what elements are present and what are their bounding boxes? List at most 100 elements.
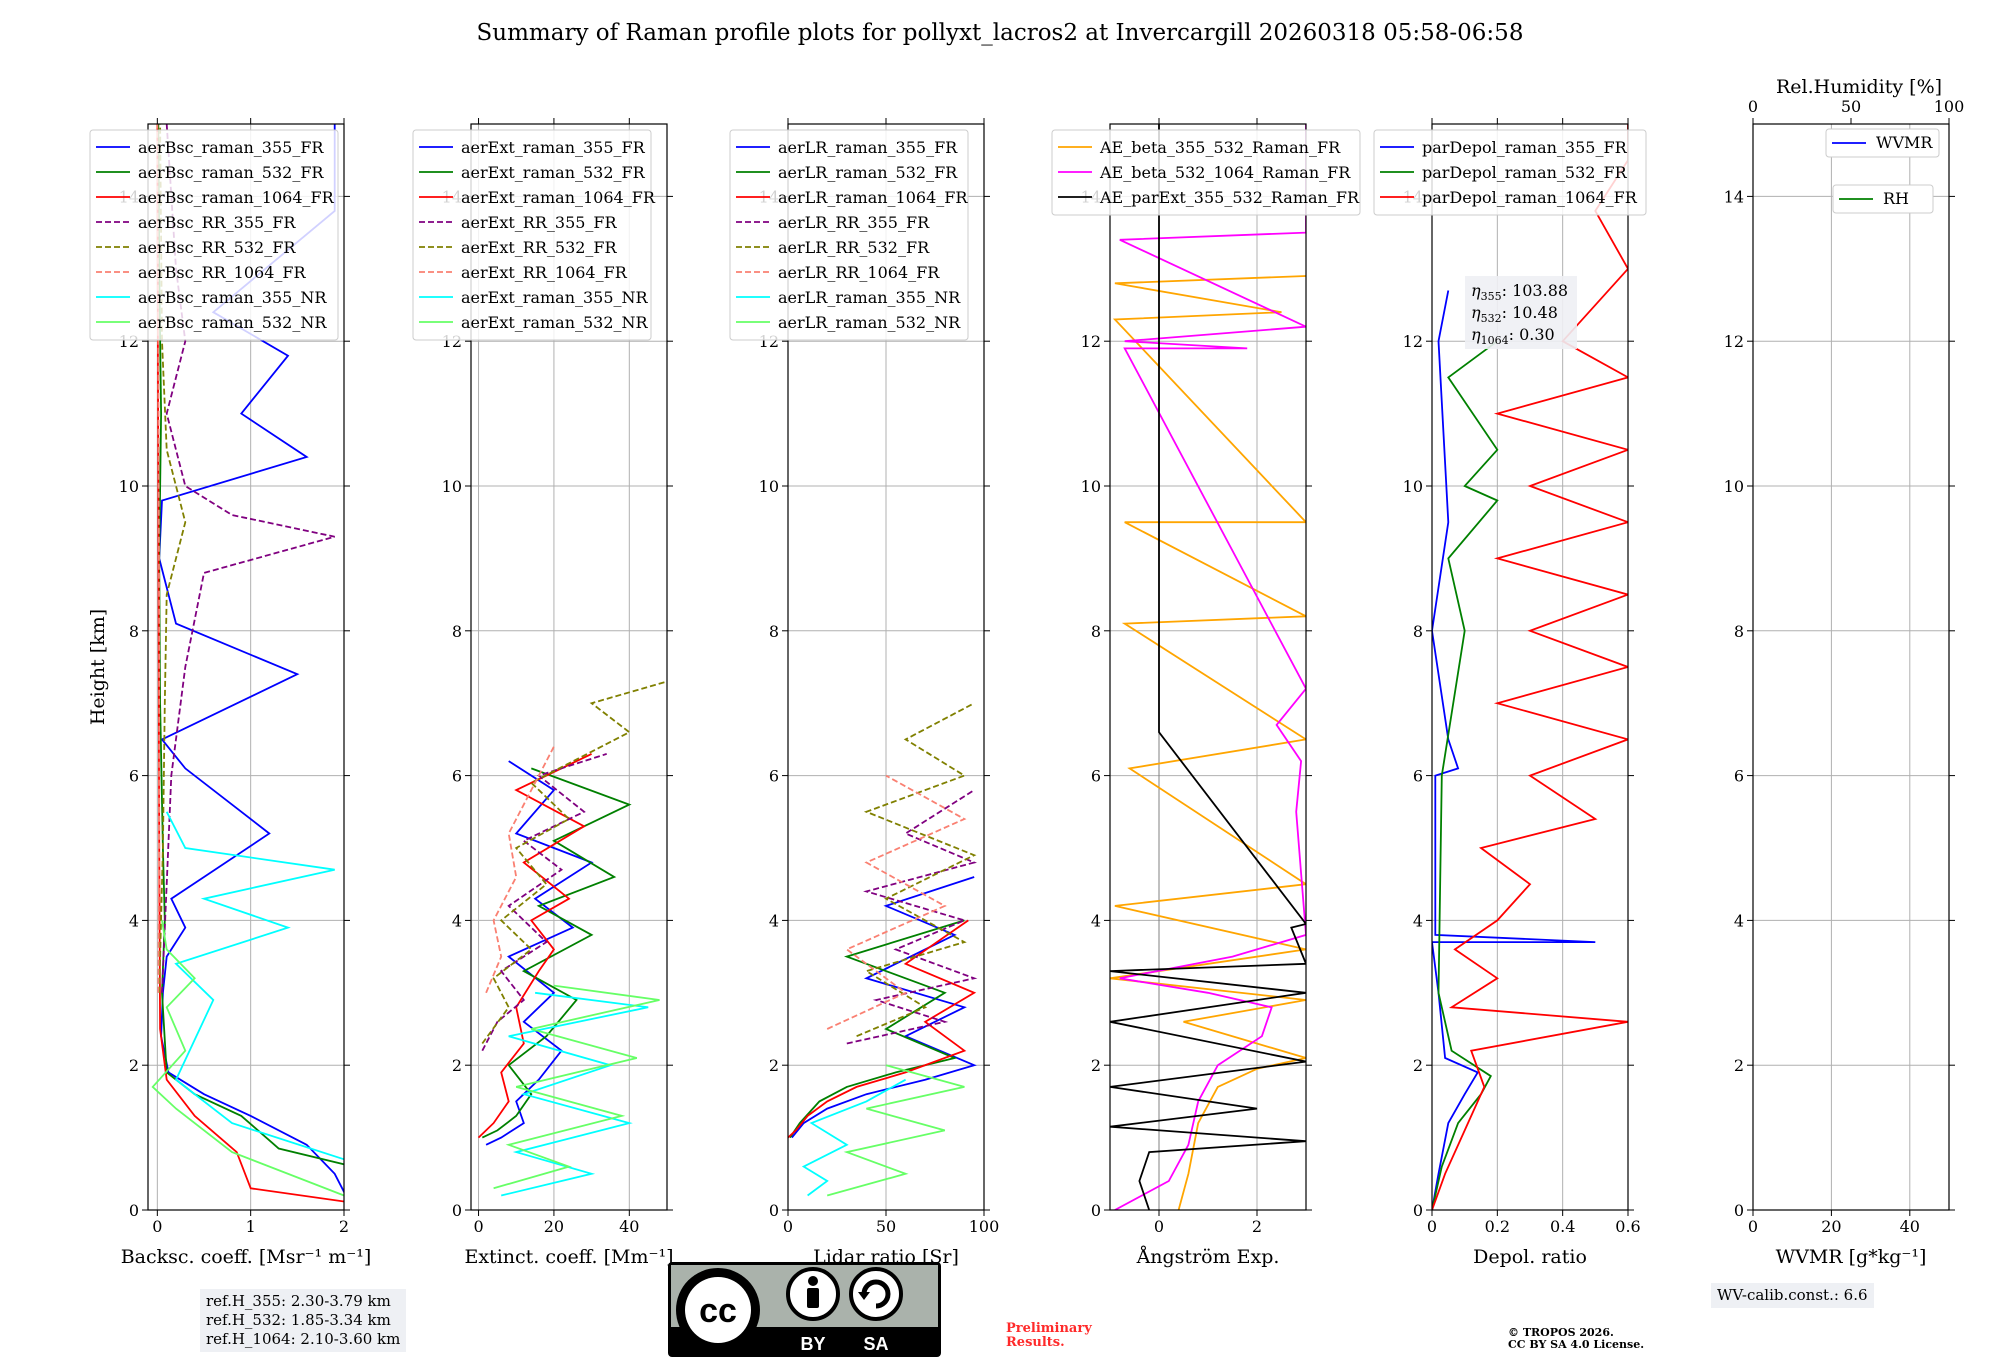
x2-axis-label: Rel.Humidity [%] [1776, 76, 1942, 98]
legend-label-aerLR_RR_532_FR: aerLR_RR_532_FR [778, 238, 930, 257]
x-axis-label: WVMR [g*kg⁻¹] [1776, 1246, 1927, 1268]
legend-box [1373, 129, 1647, 216]
series-line-aerLR_RR_532_FR [856, 702, 977, 1038]
cc-by-sa-logo: cc BY SA [668, 1262, 941, 1357]
panel-backscatter: 01202468101214Backsc. coeff. [Msr⁻¹ m⁻¹]… [89, 118, 371, 1268]
legend-box [412, 129, 652, 341]
y-tick-label: 2 [1734, 1056, 1744, 1075]
legend-label-aerExt_RR_532_FR: aerExt_RR_532_FR [461, 238, 618, 257]
y-tick-label: 4 [1091, 911, 1101, 930]
panel-extinction: 0204002468101214Extinct. coeff. [Mm⁻¹]ae… [412, 118, 674, 1268]
series-line-aerLR_raman_355_FR [791, 876, 977, 1139]
y-tick-label: 4 [1413, 911, 1423, 930]
legend-box [1051, 129, 1361, 216]
ref-height-1064: ref.H_1064: 2.10-3.60 km [206, 1330, 401, 1348]
y-tick-label: 0 [769, 1201, 779, 1220]
legend-label-WVMR: WVMR [1876, 133, 1933, 152]
legend-label-aerBsc_raman_532_NR: aerBsc_raman_532_NR [138, 313, 327, 332]
y-tick-label: 10 [119, 477, 139, 496]
legend-box [89, 129, 339, 341]
series-group [1432, 124, 1628, 1210]
legend-label-aerLR_raman_532_NR: aerLR_raman_532_NR [778, 313, 961, 332]
y-tick-label: 2 [452, 1056, 462, 1075]
series-line-aerLR_RR_1064_FR [826, 774, 967, 1030]
series-line-aerExt_RR_1064_FR [485, 746, 555, 994]
ref-height-532: ref.H_532: 1.85-3.34 km [206, 1311, 391, 1329]
share-alike-icon [849, 1267, 903, 1321]
series-line-aerBsc_raman_355_FR [158, 124, 344, 1194]
legend-label-aerBsc_RR_355_FR: aerBsc_RR_355_FR [138, 213, 296, 232]
legend-label-AE_parExt_355_532_Raman_FR: AE_parExt_355_532_Raman_FR [1099, 188, 1360, 207]
eta-annotation-box [1465, 276, 1577, 349]
panel-frame [147, 123, 345, 1211]
eta-value-532: η532: 10.48 [1471, 303, 1558, 325]
series-line-aerExt_raman_532_FR [481, 767, 632, 1139]
eta-symbol: η [1471, 325, 1481, 344]
series-line-aerExt_raman_532_NR [493, 984, 660, 1190]
series-line-aerLR_raman_532_FR [789, 919, 965, 1139]
x-tick-label: 20 [1821, 1217, 1841, 1236]
share-alike-arc [861, 1279, 891, 1309]
cc-by-label: BY [800, 1334, 825, 1354]
x-tick-label: 0 [1154, 1217, 1164, 1236]
series-line-aerLR_RR_355_FR [846, 789, 978, 1045]
series-line-parDepol_raman_355_FR [1432, 290, 1596, 1210]
panel-lidar-ratio: 05010002468101214Lidar ratio [Sr]aerLR_r… [729, 118, 999, 1268]
x-tick-label: 2 [1252, 1217, 1262, 1236]
x-tick-label: 0 [152, 1217, 162, 1236]
legend-label-RH: RH [1883, 189, 1909, 208]
legend-label-aerLR_raman_355_NR: aerLR_raman_355_NR [778, 288, 961, 307]
y-tick-label: 4 [129, 911, 139, 930]
y-tick-label: 6 [129, 767, 139, 786]
legend-label-parDepol_raman_1064_FR: parDepol_raman_1064_FR [1422, 188, 1638, 207]
series-line-aerBsc_raman_1064_FR [156, 124, 344, 1203]
y-tick-label: 8 [1413, 622, 1423, 641]
y-tick-label: 6 [769, 767, 779, 786]
panel-frame [1752, 123, 1950, 1211]
x-axis-label: Depol. ratio [1473, 1246, 1587, 1268]
series-line-AE_beta_355_532_Raman_FR [1110, 275, 1306, 1210]
y-tick-label: 0 [1734, 1201, 1744, 1220]
y-tick-label: 0 [452, 1201, 462, 1220]
legend-label-aerExt_raman_1064_FR: aerExt_raman_1064_FR [461, 188, 656, 207]
x-tick-label: 0 [1427, 1217, 1437, 1236]
x-tick-label: 40 [1900, 1217, 1920, 1236]
y-tick-label: 6 [1734, 767, 1744, 786]
y-tick-label: 2 [1413, 1056, 1423, 1075]
y-tick-label: 14 [1724, 187, 1744, 206]
legend-box [1825, 128, 1940, 158]
y-tick-label: 2 [1091, 1056, 1101, 1075]
attribution-body [807, 1288, 819, 1308]
legend-label-aerLR_raman_1064_FR: aerLR_raman_1064_FR [778, 188, 968, 207]
series-line-aerExt_raman_355_FR [485, 760, 594, 1146]
series-line-AE_beta_532_1064_Raman_FR [1114, 124, 1306, 1210]
y-tick-label: 4 [769, 911, 779, 930]
x-tick-label: 40 [619, 1217, 639, 1236]
x2-tick-label: 100 [1934, 97, 1965, 116]
attribution-head [808, 1276, 818, 1286]
x-tick-label: 0 [783, 1217, 793, 1236]
legend-label-aerLR_raman_355_FR: aerLR_raman_355_FR [778, 138, 958, 157]
y-tick-label: 8 [1734, 622, 1744, 641]
series-group [477, 680, 667, 1197]
y-tick-label: 10 [1724, 477, 1744, 496]
preliminary-results-note: Preliminary Results. [1006, 1322, 1092, 1350]
legend-box [1832, 184, 1934, 214]
copyright-line-2: CC BY SA 4.0 License. [1508, 1338, 1645, 1351]
legend-label-aerBsc_raman_532_FR: aerBsc_raman_532_FR [138, 163, 324, 182]
copyright-note: © TROPOS 2026. CC BY SA 4.0 License. [1508, 1327, 1644, 1351]
x-axis-label: Ångström Exp. [1136, 1246, 1280, 1268]
series-line-aerExt_raman_1064_FR [477, 753, 592, 1139]
eta-symbol: η [1471, 303, 1481, 322]
panel-frame [470, 123, 668, 1211]
series-line-aerLR_raman_355_NR [801, 1078, 907, 1197]
series-group [1110, 124, 1306, 1210]
y-tick-label: 4 [452, 911, 462, 930]
preliminary-line-1: Preliminary [1006, 1321, 1092, 1336]
x-tick-label: 0 [473, 1217, 483, 1236]
x-tick-label: 1 [246, 1217, 256, 1236]
y-tick-label: 6 [1413, 767, 1423, 786]
x-tick-label: 20 [544, 1217, 564, 1236]
y-tick-label: 6 [452, 767, 462, 786]
